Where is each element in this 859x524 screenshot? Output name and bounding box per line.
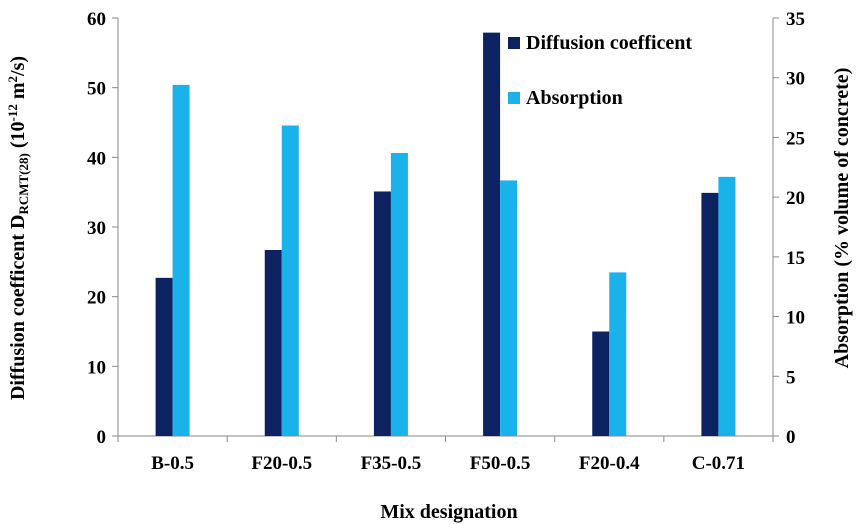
y-right-tick-label: 35 (786, 9, 805, 30)
category-label: F50-0.5 (470, 453, 531, 474)
bar-absorption (390, 152, 408, 436)
y-left-tick-label: 50 (87, 79, 106, 100)
legend-label-diffusion: Diffusion coefficent (526, 32, 692, 54)
y-left-tick-label: 10 (87, 357, 106, 378)
legend-swatch-absorption (508, 92, 520, 104)
bar-absorption (281, 125, 299, 436)
bar-diffusion (155, 277, 173, 436)
y-right-tick-label: 25 (786, 128, 805, 149)
y-right-tick-label: 15 (786, 248, 805, 269)
category-label: F20-0.5 (251, 453, 312, 474)
bar-absorption (172, 84, 190, 436)
tick-labels: 0 10 20 30 40 50 60 0 5 10 15 20 25 30 35 (87, 9, 805, 448)
y-left-tick-label: 40 (87, 148, 106, 169)
y-right-tick-label: 0 (786, 427, 796, 448)
bar-diffusion (373, 191, 391, 436)
legend: Diffusion coefficent Absorption (508, 32, 692, 109)
y-right-tick-label: 5 (786, 367, 796, 388)
bar-absorption (718, 176, 736, 436)
category-label: B-0.5 (151, 453, 194, 474)
y-axis-left-title-unit-mid: m (7, 82, 29, 104)
y-axis-right-title: Absorption (% volume of concrete) (831, 68, 853, 369)
category-label: C-0.71 (692, 453, 745, 474)
y-right-tick-label: 20 (786, 188, 805, 209)
bar-diffusion (264, 249, 282, 436)
y-left-tick-label: 30 (87, 218, 106, 239)
category-labels: B-0.5 F20-0.5 F35-0.5 F50-0.5 F20-0.4 C-0.71 (151, 453, 745, 474)
bar-diffusion (592, 331, 610, 436)
category-label: F35-0.5 (361, 453, 422, 474)
bar-absorption (500, 180, 518, 436)
y-right-tick-label: 30 (786, 69, 805, 90)
bar-diffusion (483, 32, 501, 436)
bar-diffusion (701, 192, 719, 436)
y-right-tick-label: 10 (786, 308, 805, 329)
y-axis-left-title-unit-close: /s) (7, 56, 29, 77)
y-axis-left-title-unit-open: (10 (7, 121, 29, 153)
y-left-tick-label: 20 (87, 288, 106, 309)
y-left-tick-label: 60 (87, 9, 106, 30)
axes (112, 17, 779, 442)
legend-label-absorption: Absorption (526, 87, 623, 109)
legend-swatch-diffusion (508, 37, 520, 49)
bar-absorption (609, 272, 627, 436)
category-label: F20-0.4 (579, 453, 640, 474)
bars (155, 32, 736, 436)
x-axis-title: Mix designation (380, 501, 517, 523)
y-axis-left-title-main: Diffusion coefficent D (7, 215, 29, 401)
y-left-tick-label: 0 (97, 427, 107, 448)
y-axis-left-title-unit-exp: -12 (5, 104, 20, 121)
y-axis-left-title: Diffusion coefficent DRCMT(28) (10-12 m2… (5, 56, 31, 400)
y-axis-left-title-subscript: RCMT(28) (16, 153, 31, 214)
y-axis-left-title-unit-exp2: 2 (5, 76, 20, 83)
